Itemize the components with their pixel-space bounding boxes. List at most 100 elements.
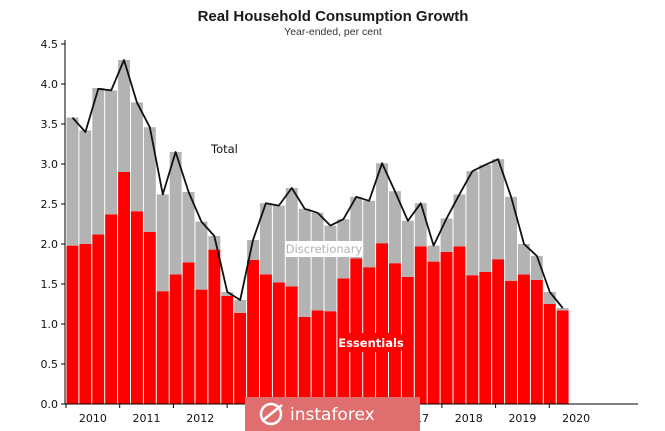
discretionary-bar — [298, 208, 311, 317]
discretionary-bar — [376, 163, 388, 244]
essentials-bar — [195, 289, 208, 404]
x-tick-label: 2011 — [133, 412, 161, 425]
essentials-annotation: Essentials — [338, 336, 404, 350]
chart-subtitle: Year-ended, per cent — [284, 26, 382, 38]
discretionary-label-box — [285, 241, 363, 257]
discretionary-bar — [401, 220, 414, 277]
discretionary-bar — [195, 221, 208, 290]
discretionary-bar — [234, 300, 247, 313]
essentials-bar — [182, 262, 195, 404]
essentials-bar — [208, 249, 221, 404]
essentials-bar — [376, 243, 388, 404]
essentials-bar — [505, 280, 517, 404]
total-annotation: Total — [210, 142, 238, 156]
essentials-bar — [156, 291, 169, 404]
essentials-bar — [272, 282, 285, 404]
essentials-bar — [427, 261, 440, 404]
essentials-bar — [311, 310, 324, 404]
essentials-bar — [492, 259, 505, 404]
watermark-banner — [245, 397, 420, 431]
essentials-bar — [556, 310, 569, 404]
discretionary-bar — [414, 203, 427, 247]
y-tick-label: 0.5 — [41, 358, 59, 371]
essentials-bar — [79, 244, 92, 404]
y-tick-label: 2.5 — [41, 198, 59, 211]
essentials-bar — [169, 274, 182, 404]
watermark-logo-icon — [259, 402, 283, 426]
chart-title: Real Household Consumption Growth — [198, 8, 469, 25]
essentials-bar — [440, 252, 453, 404]
discretionary-bar — [79, 130, 92, 244]
discretionary-bar — [556, 308, 569, 311]
discretionary-bar — [156, 194, 169, 292]
discretionary-bar — [530, 256, 543, 280]
essentials-bar — [260, 274, 272, 404]
x-tick-label: 2020 — [562, 412, 590, 425]
essentials-bar — [143, 232, 156, 404]
discretionary-bar — [492, 159, 505, 260]
discretionary-bar — [66, 117, 79, 246]
discretionary-bar — [479, 164, 492, 272]
watermark-brand: instaforex — [290, 405, 375, 425]
x-tick-label: 2018 — [455, 412, 483, 425]
essentials-bar — [401, 276, 414, 404]
y-tick-label: 1.0 — [41, 318, 59, 331]
y-tick-label: 0.0 — [41, 398, 59, 411]
essentials-bar — [518, 274, 530, 404]
essentials-bar — [105, 214, 118, 404]
essentials-bars — [66, 172, 569, 404]
y-tick-label: 3.0 — [41, 158, 59, 171]
discretionary-bar — [182, 192, 195, 263]
y-axis-ticks: 0.0 0.5 1.0 1.5 2.0 2.5 3.0 3.5 4.0 4.5 — [41, 38, 65, 411]
discretionary-bar — [466, 171, 479, 276]
essentials-bar — [118, 172, 130, 404]
discretionary-bar — [131, 102, 143, 212]
y-tick-label: 4.0 — [41, 78, 59, 91]
discretionary-bar — [350, 196, 363, 259]
discretionary-bar — [118, 60, 130, 172]
x-tick-label: 2012 — [186, 412, 214, 425]
discretionary-bar — [247, 240, 259, 260]
discretionary-bar — [169, 152, 182, 275]
essentials-bar — [414, 246, 427, 404]
essentials-bar — [543, 304, 556, 404]
x-tick-label: 2019 — [508, 412, 536, 425]
discretionary-bar — [440, 218, 453, 252]
essentials-bar — [92, 234, 105, 404]
y-tick-label: 2.0 — [41, 238, 59, 251]
essentials-bar — [234, 312, 247, 404]
essentials-bar — [66, 245, 79, 404]
essentials-bar — [298, 316, 311, 404]
discretionary-bar — [105, 90, 118, 215]
y-tick-label: 4.5 — [41, 38, 59, 51]
essentials-bar — [285, 286, 298, 404]
essentials-bar — [324, 311, 337, 404]
discretionary-bar — [543, 292, 556, 304]
discretionary-bar — [389, 191, 401, 264]
discretionary-bar — [285, 188, 298, 287]
essentials-bar — [466, 275, 479, 404]
discretionary-bar — [311, 212, 324, 311]
discretionary-bar — [260, 203, 272, 275]
y-tick-label: 1.5 — [41, 278, 59, 291]
essentials-label-box — [340, 333, 402, 352]
discretionary-annotation: Discretionary — [286, 242, 363, 256]
discretionary-bar — [221, 292, 234, 296]
y-tick-label: 3.5 — [41, 118, 59, 131]
discretionary-bar — [272, 205, 285, 283]
discretionary-bar — [453, 194, 466, 247]
essentials-bar — [247, 260, 259, 404]
essentials-bar — [453, 246, 466, 404]
discretionary-bar — [427, 245, 440, 262]
essentials-bar — [131, 211, 143, 404]
x-tick-label: 2010 — [79, 412, 107, 425]
discretionary-bars — [66, 60, 569, 317]
discretionary-bar — [143, 127, 156, 232]
discretionary-bar — [518, 244, 530, 275]
total-line — [71, 59, 564, 309]
essentials-bar — [221, 296, 234, 404]
watermark: instaforex — [245, 397, 420, 431]
discretionary-bar — [324, 225, 337, 312]
discretionary-bar — [92, 88, 105, 235]
essentials-bar — [350, 258, 363, 404]
